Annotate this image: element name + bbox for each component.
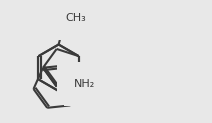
Text: N: N <box>80 81 88 91</box>
Text: NH₂: NH₂ <box>74 79 95 89</box>
Text: CH₃: CH₃ <box>65 13 86 23</box>
